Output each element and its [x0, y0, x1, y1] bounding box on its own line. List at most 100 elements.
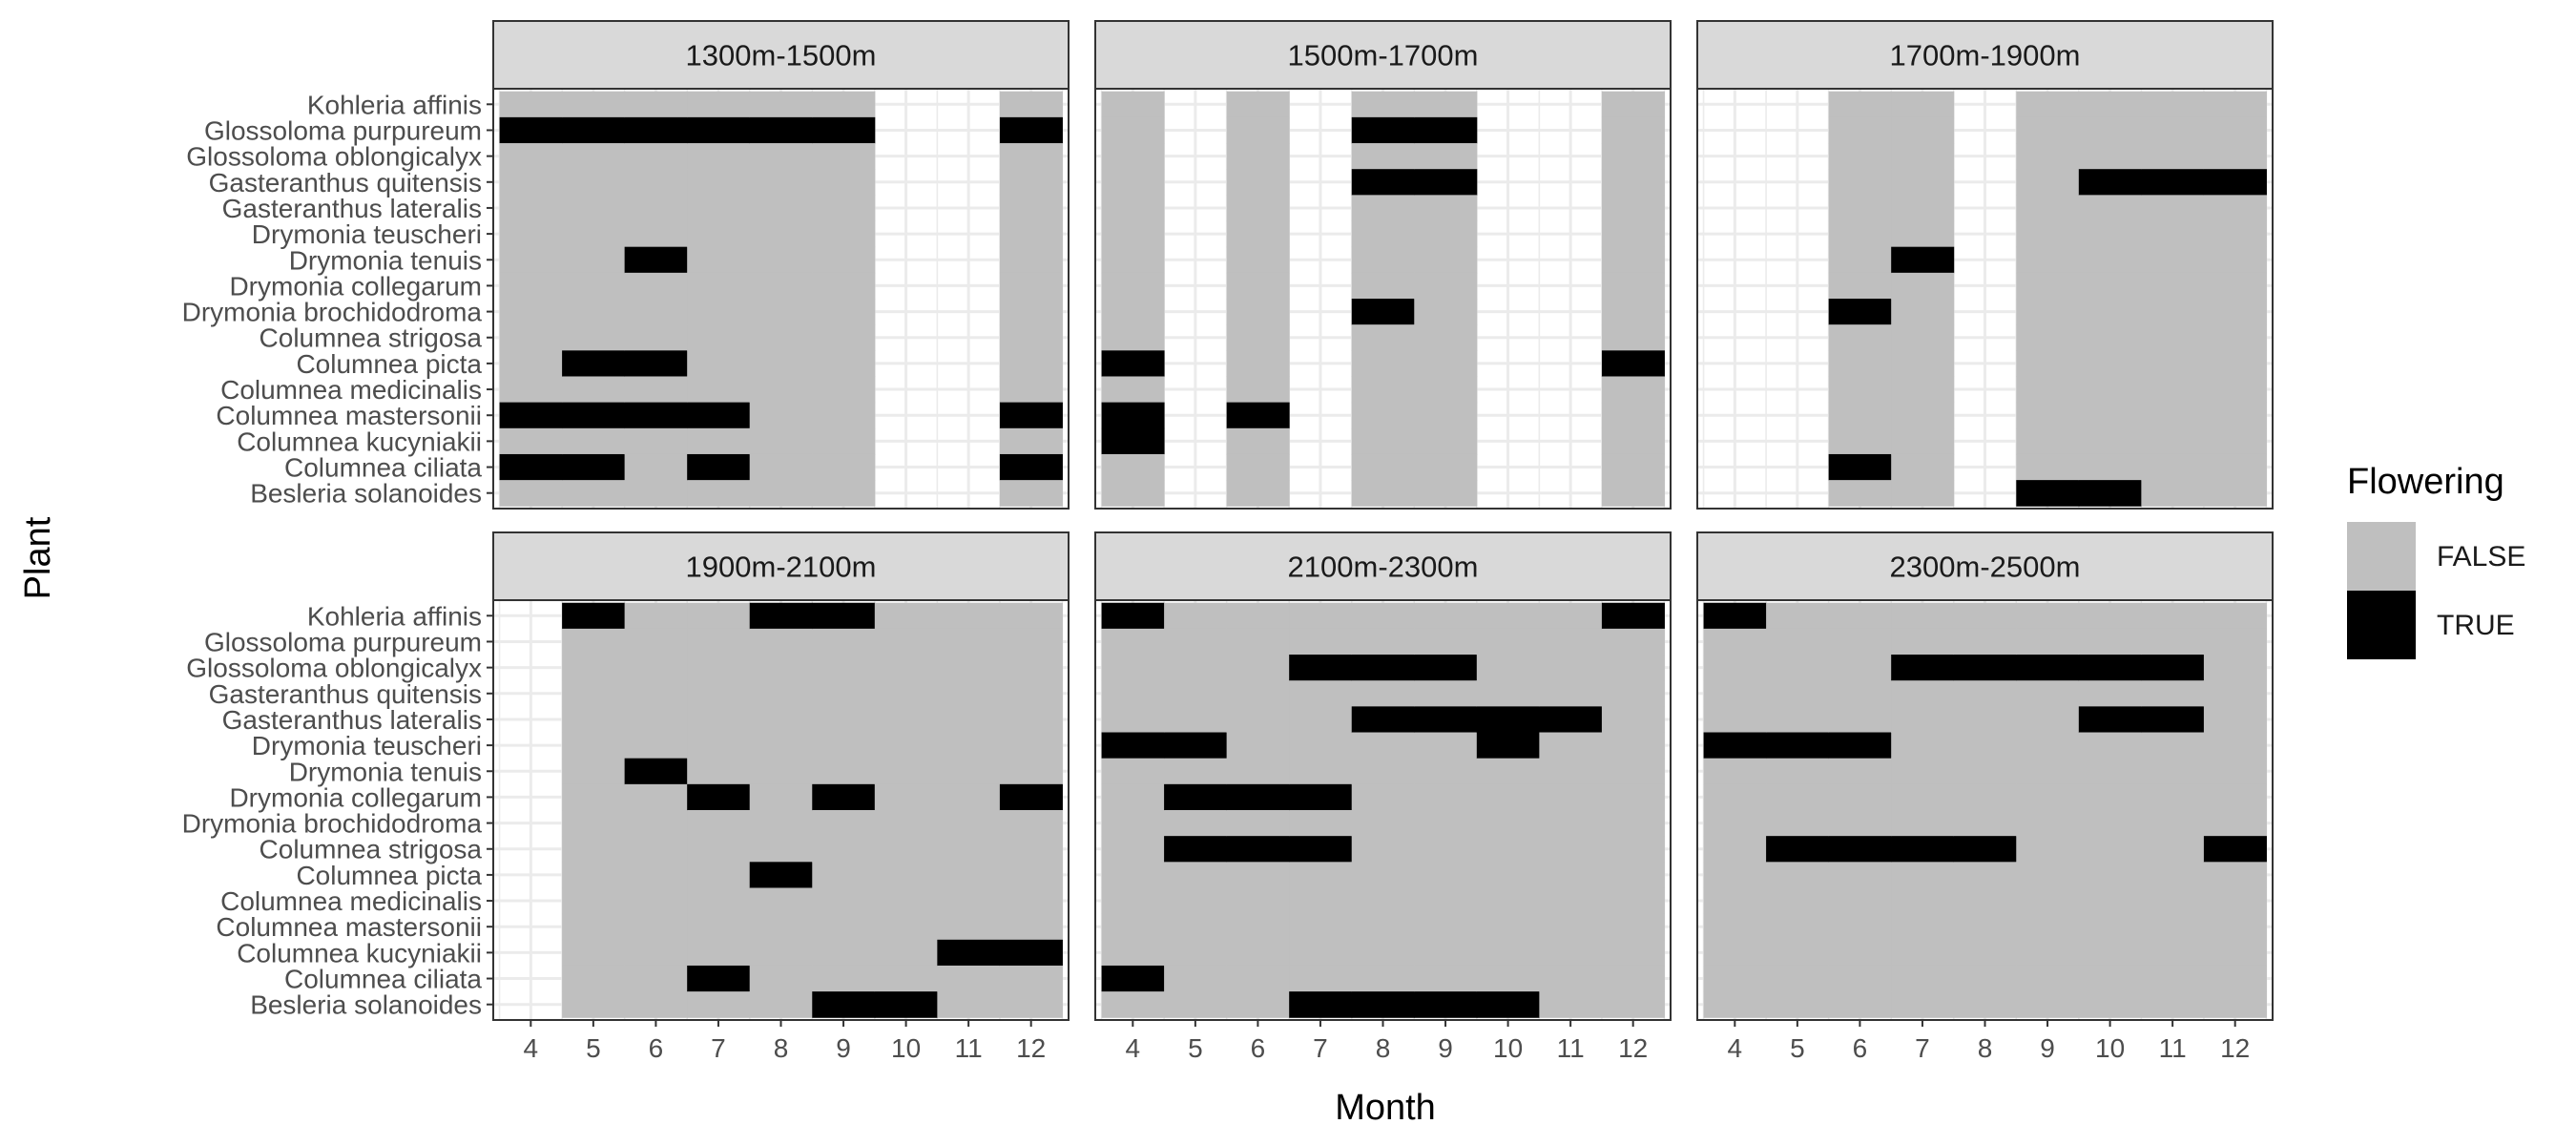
- tile-drymonia-collegarum-m12-true: [999, 783, 1063, 811]
- tile-glossoloma-purpureum-m9-false: [1414, 628, 1478, 656]
- tile-kohleria-affinis-m8-false: [749, 91, 813, 118]
- tile-columnea-medicinalis-m11-false: [2141, 887, 2205, 915]
- facet-label: 2100m-2300m: [1288, 551, 1479, 584]
- tile-columnea-ciliata-m12-false: [2203, 965, 2267, 992]
- tile-columnea-ciliata-m12-false: [2203, 453, 2267, 481]
- tile-drymonia-tenuis-m6-true: [624, 246, 688, 274]
- tile-columnea-ciliata-m7-false: [1289, 965, 1353, 992]
- tiles: [1101, 91, 1665, 507]
- tile-drymonia-brochidodroma-m9-false: [812, 299, 876, 325]
- tile-gasteranthus-quitensis-m4-false: [1703, 680, 1767, 707]
- tile-columnea-picta-m4-false: [1101, 862, 1165, 888]
- tile-columnea-strigosa-m6-true: [1226, 836, 1290, 863]
- tile-gasteranthus-lateralis-m11-true: [1539, 706, 1603, 734]
- tile-kohleria-affinis-m12-true: [1601, 602, 1665, 630]
- tile-gasteranthus-quitensis-m5-false: [562, 169, 626, 196]
- facet-strip: [1094, 20, 1672, 90]
- tile-gasteranthus-quitensis-m8-false: [749, 680, 813, 707]
- tile-glossoloma-purpureum-m5-false: [1164, 628, 1228, 656]
- tile-glossoloma-purpureum-m9-false: [2016, 628, 2080, 656]
- tile-drymonia-teuscheri-m10-true: [1476, 732, 1540, 760]
- tile-besleria-solanoides-m7-false: [687, 480, 751, 507]
- x-tick-label: 8: [1978, 1033, 1993, 1063]
- tile-gasteranthus-lateralis-m11-true: [2141, 706, 2205, 734]
- tile-gasteranthus-quitensis-m6-false: [624, 680, 688, 707]
- tile-columnea-kucyniakii-m4-false: [1101, 939, 1165, 967]
- tile-columnea-mastersonii-m7-true: [687, 402, 751, 429]
- tile-columnea-strigosa-m10-false: [1476, 836, 1540, 863]
- tile-besleria-solanoides-m7-true: [1289, 991, 1353, 1018]
- tile-columnea-strigosa-m12-false: [1601, 836, 1665, 863]
- tile-kohleria-affinis-m10-false: [874, 602, 938, 630]
- tile-gasteranthus-quitensis-m10-false: [874, 680, 938, 707]
- tile-columnea-mastersonii-m4-false: [1703, 913, 1767, 941]
- tile-columnea-kucyniakii-m10-false: [2078, 939, 2142, 967]
- facet-strip: [1696, 531, 2274, 601]
- tile-kohleria-affinis-m7-false: [1891, 91, 1955, 118]
- tile-columnea-kucyniakii-m12-true: [999, 939, 1063, 967]
- tile-drymonia-collegarum-m6-false: [1828, 783, 1892, 811]
- tile-gasteranthus-quitensis-m7-false: [1891, 169, 1955, 196]
- tile-glossoloma-oblongicalyx-m10-false: [1476, 655, 1540, 681]
- tile-besleria-solanoides-m12-false: [2203, 480, 2267, 507]
- tile-drymonia-tenuis-m11-false: [2141, 758, 2205, 785]
- tile-columnea-mastersonii-m7-false: [1891, 913, 1955, 941]
- facet-label: 1500m-1700m: [1288, 39, 1479, 73]
- tiles: [499, 91, 1063, 507]
- tile-gasteranthus-quitensis-m4-false: [1101, 169, 1165, 196]
- tile-columnea-medicinalis-m4-false: [1703, 887, 1767, 915]
- tile-gasteranthus-quitensis-m8-true: [1351, 169, 1415, 196]
- tile-drymonia-teuscheri-m5-true: [1164, 732, 1228, 760]
- x-tick-label: 9: [1438, 1033, 1453, 1063]
- tile-drymonia-teuscheri-m6-false: [624, 220, 688, 248]
- tile-besleria-solanoides-m11-false: [1539, 991, 1603, 1018]
- tile-drymonia-brochidodroma-m12-false: [999, 299, 1063, 325]
- tile-drymonia-teuscheri-m12-false: [2203, 732, 2267, 760]
- x-tick-label: 6: [649, 1033, 664, 1063]
- tile-gasteranthus-lateralis-m7-false: [687, 195, 751, 222]
- tile-drymonia-teuscheri-m6-false: [624, 732, 688, 760]
- tile-glossoloma-purpureum-m6-true: [624, 116, 688, 144]
- y-tick-label: Columnea mastersonii: [216, 401, 482, 430]
- tile-gasteranthus-quitensis-m12-true: [2203, 169, 2267, 196]
- tile-drymonia-tenuis-m4-false: [1101, 758, 1165, 785]
- tile-besleria-solanoides-m6-false: [1226, 480, 1290, 507]
- tile-columnea-strigosa-m4-false: [1703, 836, 1767, 863]
- tile-drymonia-brochidodroma-m10-false: [1476, 810, 1540, 837]
- tile-glossoloma-oblongicalyx-m6-false: [1828, 143, 1892, 170]
- tile-glossoloma-purpureum-m11-false: [2141, 116, 2205, 144]
- tile-columnea-kucyniakii-m6-false: [1828, 939, 1892, 967]
- x-tick-label: 9: [836, 1033, 851, 1063]
- tile-drymonia-brochidodroma-m7-false: [1891, 810, 1955, 837]
- tile-drymonia-collegarum-m6-true: [1226, 783, 1290, 811]
- tile-kohleria-affinis-m5-false: [562, 91, 626, 118]
- tile-columnea-kucyniakii-m5-false: [1164, 939, 1228, 967]
- tile-besleria-solanoides-m9-true: [2016, 480, 2080, 507]
- tile-glossoloma-oblongicalyx-m8-true: [1351, 655, 1415, 681]
- tile-glossoloma-oblongicalyx-m11-false: [2141, 143, 2205, 170]
- tile-besleria-solanoides-m6-false: [1828, 480, 1892, 507]
- panel-1500m-1700m: 1500m-1700m: [1094, 20, 1672, 510]
- tile-drymonia-brochidodroma-m11-false: [1539, 810, 1603, 837]
- tile-glossoloma-purpureum-m9-true: [1414, 116, 1478, 144]
- tile-glossoloma-oblongicalyx-m5-false: [562, 655, 626, 681]
- tile-columnea-medicinalis-m4-false: [1101, 376, 1165, 404]
- tile-drymonia-brochidodroma-m6-true: [1828, 299, 1892, 325]
- tile-glossoloma-purpureum-m5-false: [562, 628, 626, 656]
- tile-drymonia-teuscheri-m8-false: [749, 220, 813, 248]
- tile-columnea-kucyniakii-m9-false: [2016, 427, 2080, 455]
- tile-gasteranthus-quitensis-m11-false: [2141, 680, 2205, 707]
- tile-drymonia-collegarum-m6-false: [1828, 272, 1892, 300]
- tile-gasteranthus-lateralis-m6-false: [1226, 706, 1290, 734]
- tile-glossoloma-oblongicalyx-m12-false: [2203, 655, 2267, 681]
- y-tick-label: Drymonia collegarum: [229, 271, 482, 301]
- tile-columnea-mastersonii-m7-false: [687, 913, 751, 941]
- tile-columnea-medicinalis-m8-false: [1351, 376, 1415, 404]
- tile-gasteranthus-quitensis-m5-false: [1164, 680, 1228, 707]
- tile-gasteranthus-quitensis-m12-false: [999, 680, 1063, 707]
- tile-drymonia-brochidodroma-m7-false: [1891, 299, 1955, 325]
- tile-columnea-kucyniakii-m11-false: [2141, 939, 2205, 967]
- tile-columnea-mastersonii-m6-false: [624, 913, 688, 941]
- tile-kohleria-affinis-m6-false: [624, 602, 688, 630]
- tile-columnea-strigosa-m5-true: [1164, 836, 1228, 863]
